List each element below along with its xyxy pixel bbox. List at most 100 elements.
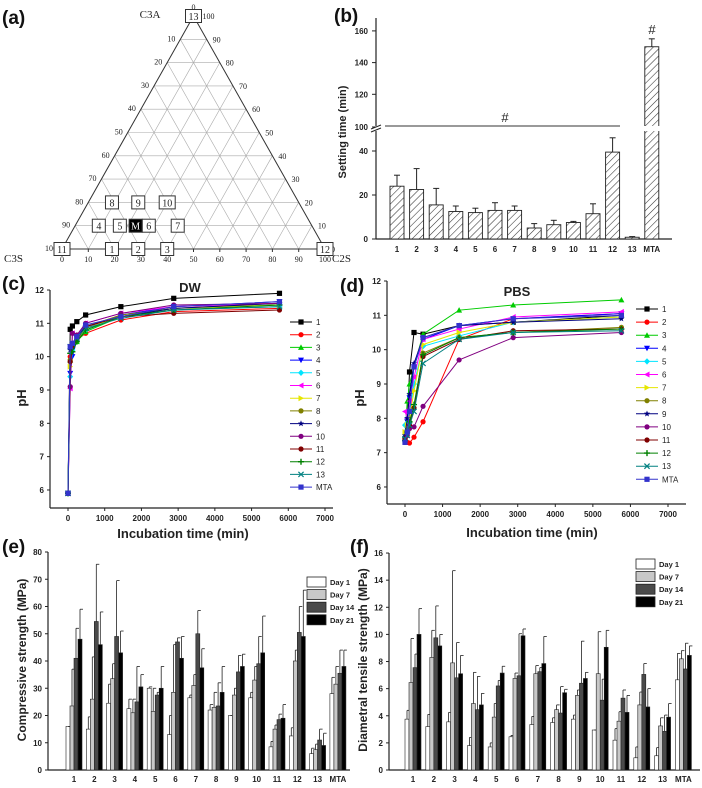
data-point [69,340,76,346]
series-line-12 [67,304,280,494]
y-tick-label: 10 [374,630,383,639]
legend-label: 13 [316,470,325,479]
x-tick-label: 7 [536,775,541,784]
legend-marker [298,484,304,490]
legend-marker [298,408,304,414]
y-tick-label: 6 [377,483,382,492]
setting-time-bar [644,46,660,240]
right-tick-label: 40 [278,152,286,161]
strength-bar [86,728,91,771]
strength-bar [450,662,455,771]
series-line-11 [67,309,280,494]
setting-time-bar [467,212,483,240]
data-point [410,408,418,415]
data-point [276,290,283,296]
y-tick-label: 6 [40,486,45,495]
strength-bar [280,717,286,771]
strength-bar [516,675,522,771]
data-point [406,408,413,415]
strength-bar [571,718,576,771]
legend-label: 13 [662,462,671,471]
data-point [410,360,418,367]
strength-bar [138,686,144,771]
y-tick-label: 140 [355,59,369,68]
strength-bar [313,749,318,771]
bottom-tick-label: 50 [190,255,198,264]
x-tick-label: MTA [675,775,692,784]
data-point [618,327,625,334]
x-tick-label: 9 [577,775,582,784]
y-tick-label: 10 [33,739,42,748]
strength-bar [446,721,451,771]
legend-label: 8 [316,407,321,416]
strength-bar [675,679,680,771]
strength-bar [288,735,294,771]
strength-bar [228,715,233,771]
data-point [420,360,427,367]
strength-bar [73,657,79,771]
legend-marker [644,398,650,404]
legend-label: 1 [662,305,667,314]
bottom-tick-label: 20 [111,255,119,264]
ternary-point-label: 10 [162,198,172,209]
setting-time-bar [546,224,562,240]
legend-marker [644,306,650,312]
strength-bar [495,685,501,771]
legend-label: 3 [662,331,667,340]
ternary-point-box [131,195,146,210]
strength-bar [296,632,302,771]
legend-marker [298,344,304,350]
ternary-grid-line [180,39,299,250]
strength-bar [175,641,180,771]
ternary-grid-line [219,155,273,250]
x-tick-label: 3 [112,775,117,784]
setting-time-bar [624,236,640,240]
data-point [618,312,625,318]
x-axis-label: Incubation time (min) [466,525,597,540]
legend-marker [643,463,651,470]
strength-bar [499,672,505,771]
strength-bar [276,719,282,771]
legend-marker [298,357,304,364]
series-line-8 [67,302,280,494]
left-tick-label: 40 [128,104,136,113]
strength-bar [687,655,692,771]
x-tick-label: 4 [454,245,459,254]
data-point [618,315,625,322]
y-tick-label: 14 [374,576,383,585]
data-point [420,335,426,341]
x-tick-label: 3000 [169,514,187,523]
ternary-point-label: 11 [57,245,67,256]
data-point [456,329,463,336]
x-tick-label: 2000 [471,510,489,519]
legend-marker [644,345,650,352]
legend-label: 5 [662,357,667,366]
strength-bar [256,663,262,771]
data-point [456,336,463,343]
strength-bar [550,722,555,771]
chart-title: DW [179,280,201,295]
series-line-5 [67,306,280,494]
x-tick-label: 5000 [243,514,261,523]
legend-swatch [306,601,327,613]
strength-bar [654,755,659,771]
x-tick-label: 7000 [659,510,677,519]
ternary-point-label: 4 [96,222,101,233]
data-point [456,307,463,313]
strength-bar [429,657,435,771]
ternary-point-label: 3 [165,245,170,256]
x-tick-label: 4 [133,775,138,784]
series-line-10 [67,302,280,494]
ternary-point-label: 12 [320,245,330,256]
y-tick-label: 80 [33,548,42,557]
strength-bar [90,698,95,771]
strength-bar [562,692,567,771]
left-tick-label: 0 [192,3,196,12]
legend-label: 6 [662,371,667,380]
data-point [510,316,516,322]
ternary-grid-line [153,85,247,250]
ternary-grid-line [140,85,234,250]
strength-bar [558,712,563,771]
x-tick-label: 2 [432,775,437,784]
x-tick-label: 1 [72,775,77,784]
